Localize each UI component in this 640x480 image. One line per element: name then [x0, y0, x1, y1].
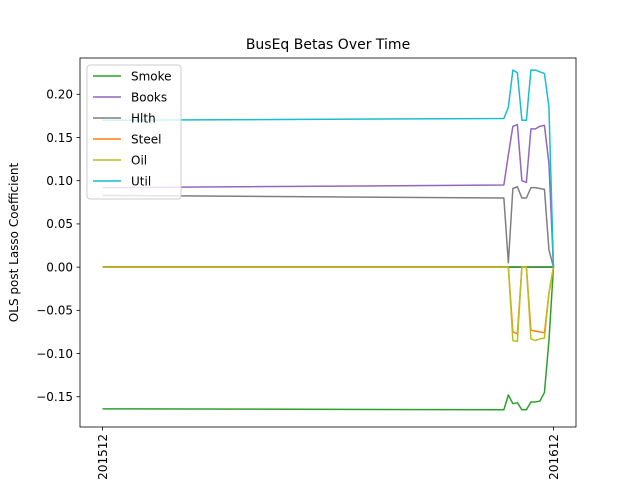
legend-label-steel: Steel — [131, 132, 161, 146]
legend-label-oil: Oil — [131, 153, 147, 167]
y-axis: −0.15 −0.10 −0.05 0.00 0.05 0.10 0.15 0.20 — [36, 88, 80, 404]
plot-frame — [79, 57, 577, 428]
legend-frame — [86, 64, 182, 200]
y-tick-label: −0.10 — [36, 347, 73, 361]
y-tick-label: 0.20 — [46, 88, 73, 102]
y-tick-label: −0.05 — [36, 304, 73, 318]
legend-label-util: Util — [131, 174, 151, 188]
y-axis-label: OLS post Lasso Coefficient — [7, 163, 21, 323]
y-tick-label: −0.15 — [36, 390, 73, 404]
series-line-steel — [102, 266, 555, 335]
legend-label-books: Books — [131, 90, 167, 104]
y-tick-label: 0.00 — [46, 260, 73, 274]
legend-label-hlth: Hlth — [131, 111, 156, 125]
series-line-util — [102, 69, 555, 268]
chart-title: BusEq Betas Over Time — [246, 37, 410, 53]
series-line-smoke — [102, 267, 555, 411]
y-tick-label: 0.10 — [46, 174, 73, 188]
x-tick-label: 201612 — [547, 434, 561, 480]
series-line-hlth — [102, 186, 555, 268]
series-group — [102, 69, 555, 411]
legend-label-smoke: Smoke — [131, 69, 172, 83]
y-tick-label: 0.05 — [46, 217, 73, 231]
series-line-oil — [102, 266, 555, 343]
legend: Smoke Books Hlth Steel Oil Util — [86, 64, 182, 200]
x-axis: 201512 201612 — [96, 427, 561, 480]
series-line-books — [102, 123, 555, 268]
x-tick-label: 201512 — [96, 434, 110, 480]
y-tick-label: 0.15 — [46, 131, 73, 145]
